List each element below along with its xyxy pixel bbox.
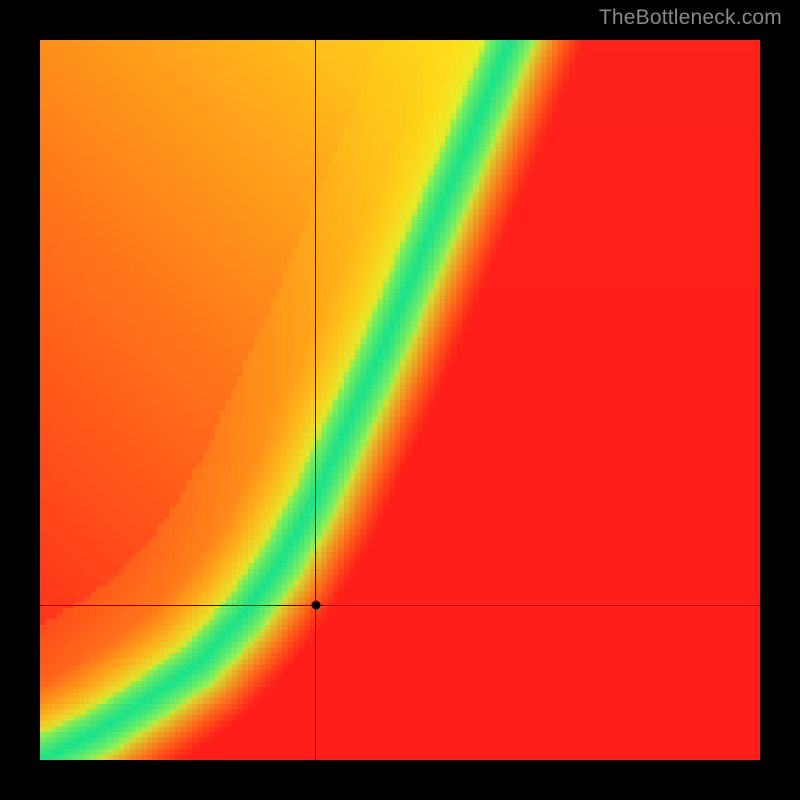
heatmap-plot [40, 40, 760, 760]
heatmap-canvas [40, 40, 760, 760]
watermark-text: TheBottleneck.com [599, 6, 782, 30]
